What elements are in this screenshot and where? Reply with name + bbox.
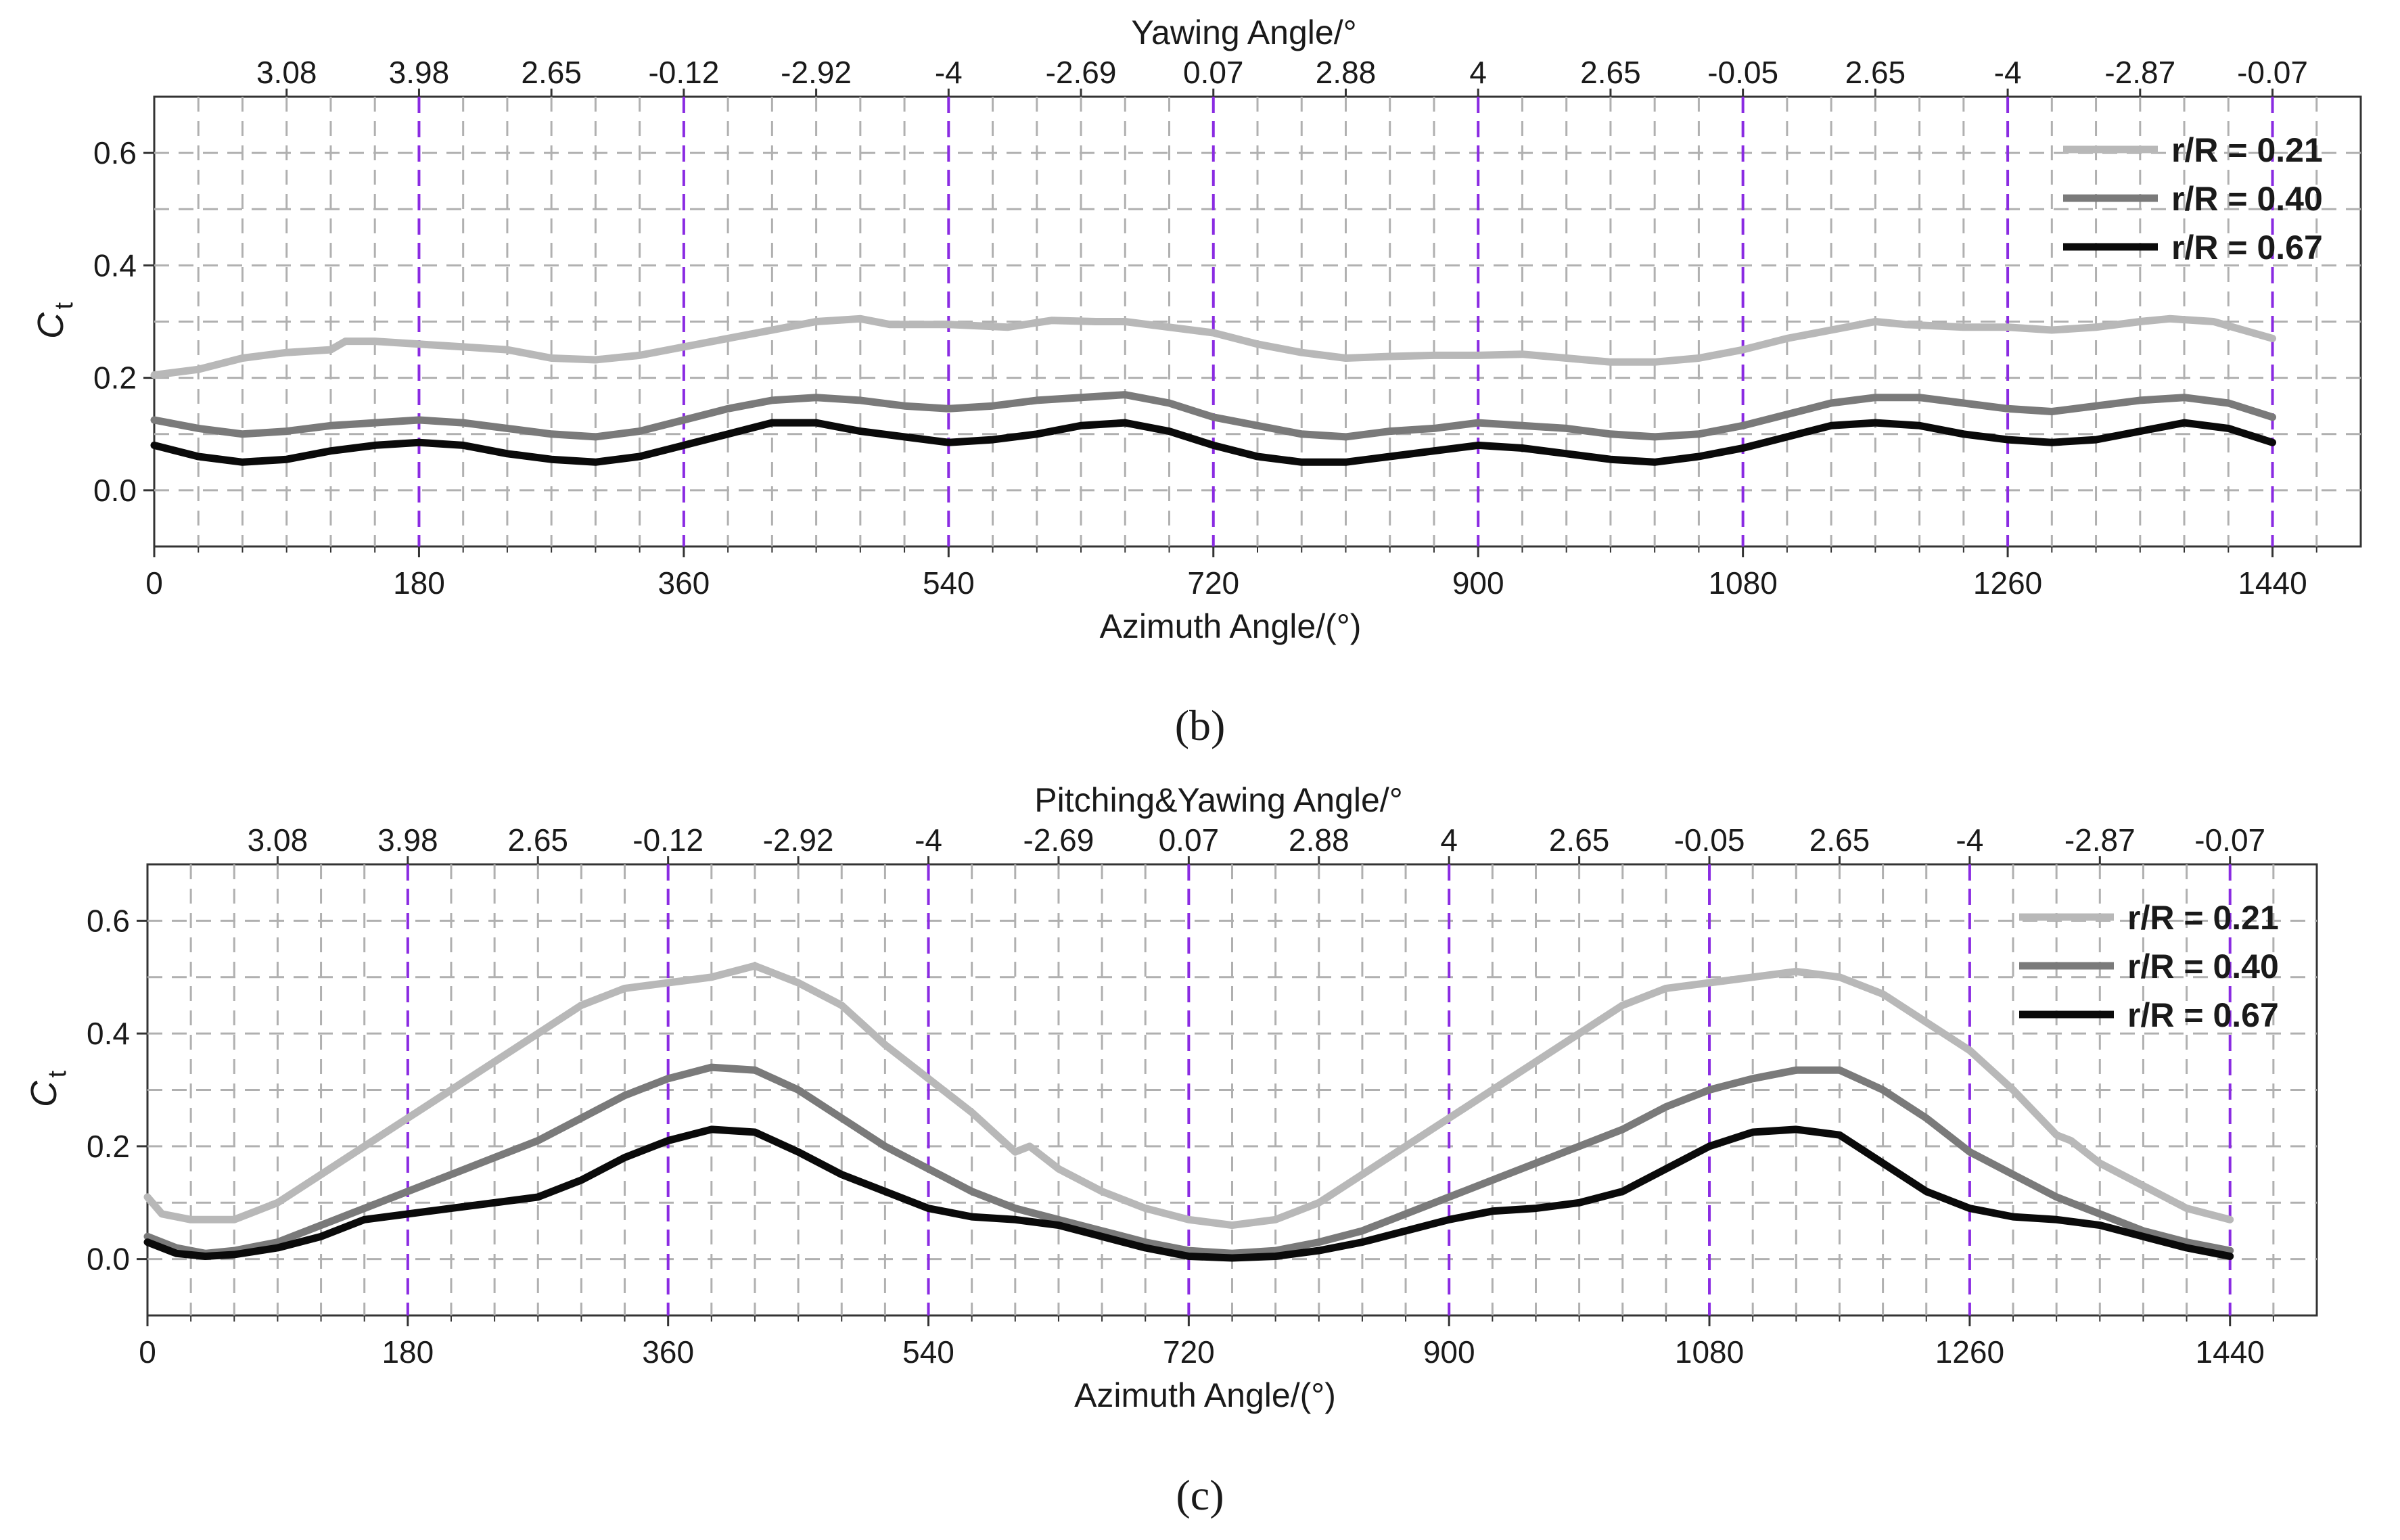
- series-line-2: [143, 1063, 2234, 1257]
- x-tick-label: 360: [642, 1334, 694, 1370]
- top-tick-label: -0.05: [1707, 55, 1778, 90]
- y-tick-label: 0.0: [93, 473, 137, 508]
- x-tick-label: 0: [145, 565, 163, 601]
- top-tick-label: -0.05: [1674, 822, 1745, 858]
- x-axis-title: Azimuth Angle/(°): [1074, 1376, 1336, 1414]
- top-tick-label: -0.07: [2194, 822, 2265, 858]
- top-tick-label: 4: [1440, 822, 1458, 858]
- y-axis-title: Ct: [24, 1071, 72, 1108]
- top-axis-title: Pitching&Yawing Angle/°: [1034, 781, 1402, 819]
- x-tick-label: 180: [382, 1334, 434, 1370]
- top-tick-label: 0.07: [1183, 55, 1244, 90]
- legend-label: r/R = 0.21: [2127, 899, 2279, 937]
- y-tick-label: 0.0: [87, 1242, 130, 1277]
- top-tick-label: -2.92: [763, 822, 834, 858]
- x-tick-label: 1080: [1708, 565, 1777, 601]
- x-tick-label: 1260: [1973, 565, 2042, 601]
- x-tick-label: 720: [1163, 1334, 1215, 1370]
- y-tick-label: 0.6: [93, 135, 137, 170]
- y-tick-label: 0.4: [93, 248, 137, 283]
- top-tick-label: 2.65: [507, 822, 568, 858]
- y-tick-label: 0.2: [87, 1129, 130, 1164]
- top-tick-label: -2.87: [2064, 822, 2136, 858]
- x-tick-label: 900: [1423, 1334, 1475, 1370]
- top-tick-label: 2.65: [1845, 55, 1906, 90]
- series-line-3: [143, 1125, 2234, 1262]
- panel-b-caption: (b): [1175, 701, 1226, 749]
- y-axis-title: Ct: [30, 302, 78, 340]
- top-tick-label: 3.98: [389, 55, 450, 90]
- x-tick-label: 540: [923, 565, 975, 601]
- top-axis-title: Yawing Angle/°: [1131, 14, 1356, 51]
- x-axis-title: Azimuth Angle/(°): [1100, 607, 1362, 645]
- y-axis-title-subscript: t: [43, 1071, 72, 1078]
- legend-label: r/R = 0.40: [2127, 948, 2279, 985]
- y-axis-title-main: C: [24, 1080, 64, 1107]
- top-tick-label: 2.65: [1549, 822, 1610, 858]
- y-axis-title-subscript: t: [50, 302, 78, 310]
- top-tick-label: -0.12: [632, 822, 703, 858]
- y-axis-title-main: C: [30, 312, 71, 339]
- legend-label: r/R = 0.40: [2171, 180, 2323, 218]
- x-tick-label: 1260: [1935, 1334, 2004, 1370]
- x-tick-label: 1440: [2238, 565, 2307, 601]
- y-tick-label: 0.4: [87, 1016, 130, 1051]
- top-tick-label: 2.65: [1809, 822, 1870, 858]
- top-tick-label: -2.69: [1046, 55, 1117, 90]
- series-line-3: [150, 419, 2276, 466]
- series-line-1: [150, 314, 2276, 379]
- top-tick-label: 4: [1469, 55, 1487, 90]
- top-tick-label: -2.69: [1023, 822, 1094, 858]
- top-tick-label: -4: [1994, 55, 2022, 90]
- top-tick-label: -4: [1956, 822, 1983, 858]
- legend-label: r/R = 0.67: [2127, 996, 2279, 1034]
- legend-label: r/R = 0.67: [2171, 229, 2323, 266]
- x-tick-label: 540: [902, 1334, 954, 1370]
- x-tick-label: 1440: [2196, 1334, 2265, 1370]
- x-tick-label: 720: [1187, 565, 1239, 601]
- top-tick-label: 2.65: [521, 55, 582, 90]
- top-tick-label: -2.87: [2104, 55, 2175, 90]
- top-tick-label: -2.92: [781, 55, 852, 90]
- top-tick-label: 2.88: [1316, 55, 1377, 90]
- top-tick-label: 3.98: [377, 822, 438, 858]
- top-tick-label: -0.07: [2237, 55, 2308, 90]
- y-tick-label: 0.6: [87, 903, 130, 938]
- series-line-1: [143, 962, 2234, 1230]
- top-tick-label: 2.88: [1289, 822, 1349, 858]
- panel-b-chart: 0 180 360 540 720 900 1080 1260 1440 0.0 0.2 0.4 0.6…: [30, 14, 2362, 645]
- x-tick-label: 0: [139, 1334, 156, 1370]
- panel-c-caption: (c): [1176, 1471, 1224, 1519]
- top-tick-label: 3.08: [256, 55, 317, 90]
- y-tick-label: 0.2: [93, 360, 137, 396]
- panel-c-chart: 0 180 360 540 720 900 1080 1260 1440 0.0 0.2 0.4 0.6…: [24, 781, 2318, 1414]
- top-tick-label: -4: [935, 55, 963, 90]
- top-tick-label: 2.65: [1580, 55, 1641, 90]
- series-line-2: [150, 391, 2276, 441]
- top-tick-label: -0.12: [648, 55, 719, 90]
- x-tick-label: 360: [658, 565, 710, 601]
- top-tick-label: 0.07: [1159, 822, 1220, 858]
- x-tick-label: 1080: [1675, 1334, 1744, 1370]
- top-tick-label: 3.08: [248, 822, 308, 858]
- x-tick-label: 180: [393, 565, 445, 601]
- legend-label: r/R = 0.21: [2171, 131, 2323, 169]
- x-tick-label: 900: [1452, 565, 1504, 601]
- top-tick-label: -4: [915, 822, 942, 858]
